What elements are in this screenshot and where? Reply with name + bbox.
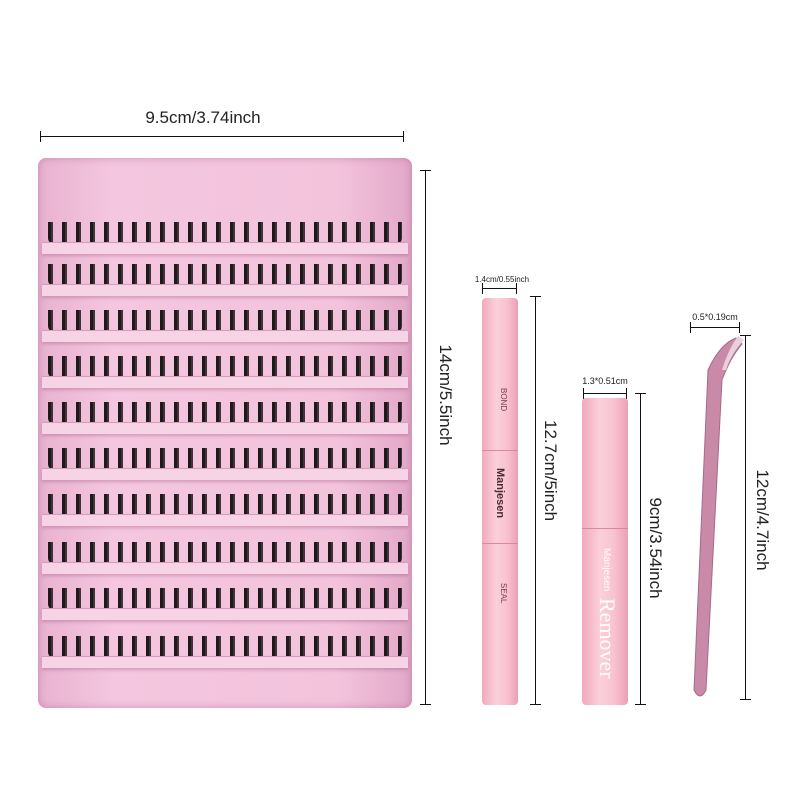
bond-label: BOND <box>499 388 508 412</box>
lash-clusters <box>48 310 402 332</box>
tweezers <box>693 336 744 697</box>
tray-ledge <box>42 242 408 254</box>
bond-width-line <box>482 283 517 294</box>
lash-clusters <box>48 636 402 658</box>
tray-height-line <box>420 170 431 705</box>
lash-clusters <box>48 588 402 610</box>
tweezers-width-label: 0.5*0.19cm <box>692 312 738 322</box>
lash-clusters <box>48 222 402 244</box>
lash-row <box>42 264 408 298</box>
tray-ledge <box>42 608 408 620</box>
bond-height-line <box>530 296 541 705</box>
remover-width-label: 1.3*0.51cm <box>582 376 628 386</box>
remover-label: Remover <box>595 598 620 679</box>
remover-height-line <box>635 393 646 705</box>
tray-ledge <box>42 656 408 668</box>
lash-row <box>42 588 408 622</box>
lash-clusters <box>48 356 402 378</box>
tweezers-height-label: 12cm/4.7inch <box>753 469 772 571</box>
lash-clusters <box>48 494 402 516</box>
tray-ledge <box>42 562 408 574</box>
tray-width-label: 9.5cm/3.74inch <box>145 108 261 127</box>
lash-tray <box>38 158 412 708</box>
tweezers-width-line <box>690 322 740 333</box>
tray-ledge <box>42 284 408 296</box>
tray-ledge <box>42 514 408 526</box>
remover-width-line <box>583 388 627 399</box>
tray-ledge <box>42 422 408 434</box>
lash-clusters <box>48 448 402 470</box>
bond-width-label: 1.4cm/0.55inch <box>474 275 530 284</box>
lash-row <box>42 356 408 390</box>
lash-row <box>42 402 408 436</box>
bond-height-label: 12.7cm/5inch <box>541 420 560 522</box>
tweezers-height-line <box>740 335 751 700</box>
lash-row <box>42 448 408 482</box>
tray-ledge <box>42 376 408 388</box>
lash-clusters <box>48 542 402 564</box>
tray-ledge <box>42 330 408 342</box>
lash-clusters <box>48 402 402 424</box>
bond-seal-tube: BOND Manjesen SEAL <box>482 298 518 705</box>
lash-row <box>42 310 408 344</box>
remover-tube: Manjesen Remover <box>582 398 628 705</box>
lash-row <box>42 636 408 670</box>
remover-brand: Manjesen <box>601 548 612 592</box>
remover-height-label: 9cm/3.54inch <box>646 497 665 599</box>
tray-width-line <box>40 131 404 142</box>
tray-height-label: 14cm/5.5inch <box>436 344 455 446</box>
seal-label: SEAL <box>499 583 508 604</box>
brand-logo: Manjesen <box>494 468 506 519</box>
lash-row <box>42 542 408 576</box>
tray-ledge <box>42 468 408 480</box>
lash-clusters <box>48 264 402 286</box>
lash-row <box>42 494 408 528</box>
lash-row <box>42 222 408 256</box>
